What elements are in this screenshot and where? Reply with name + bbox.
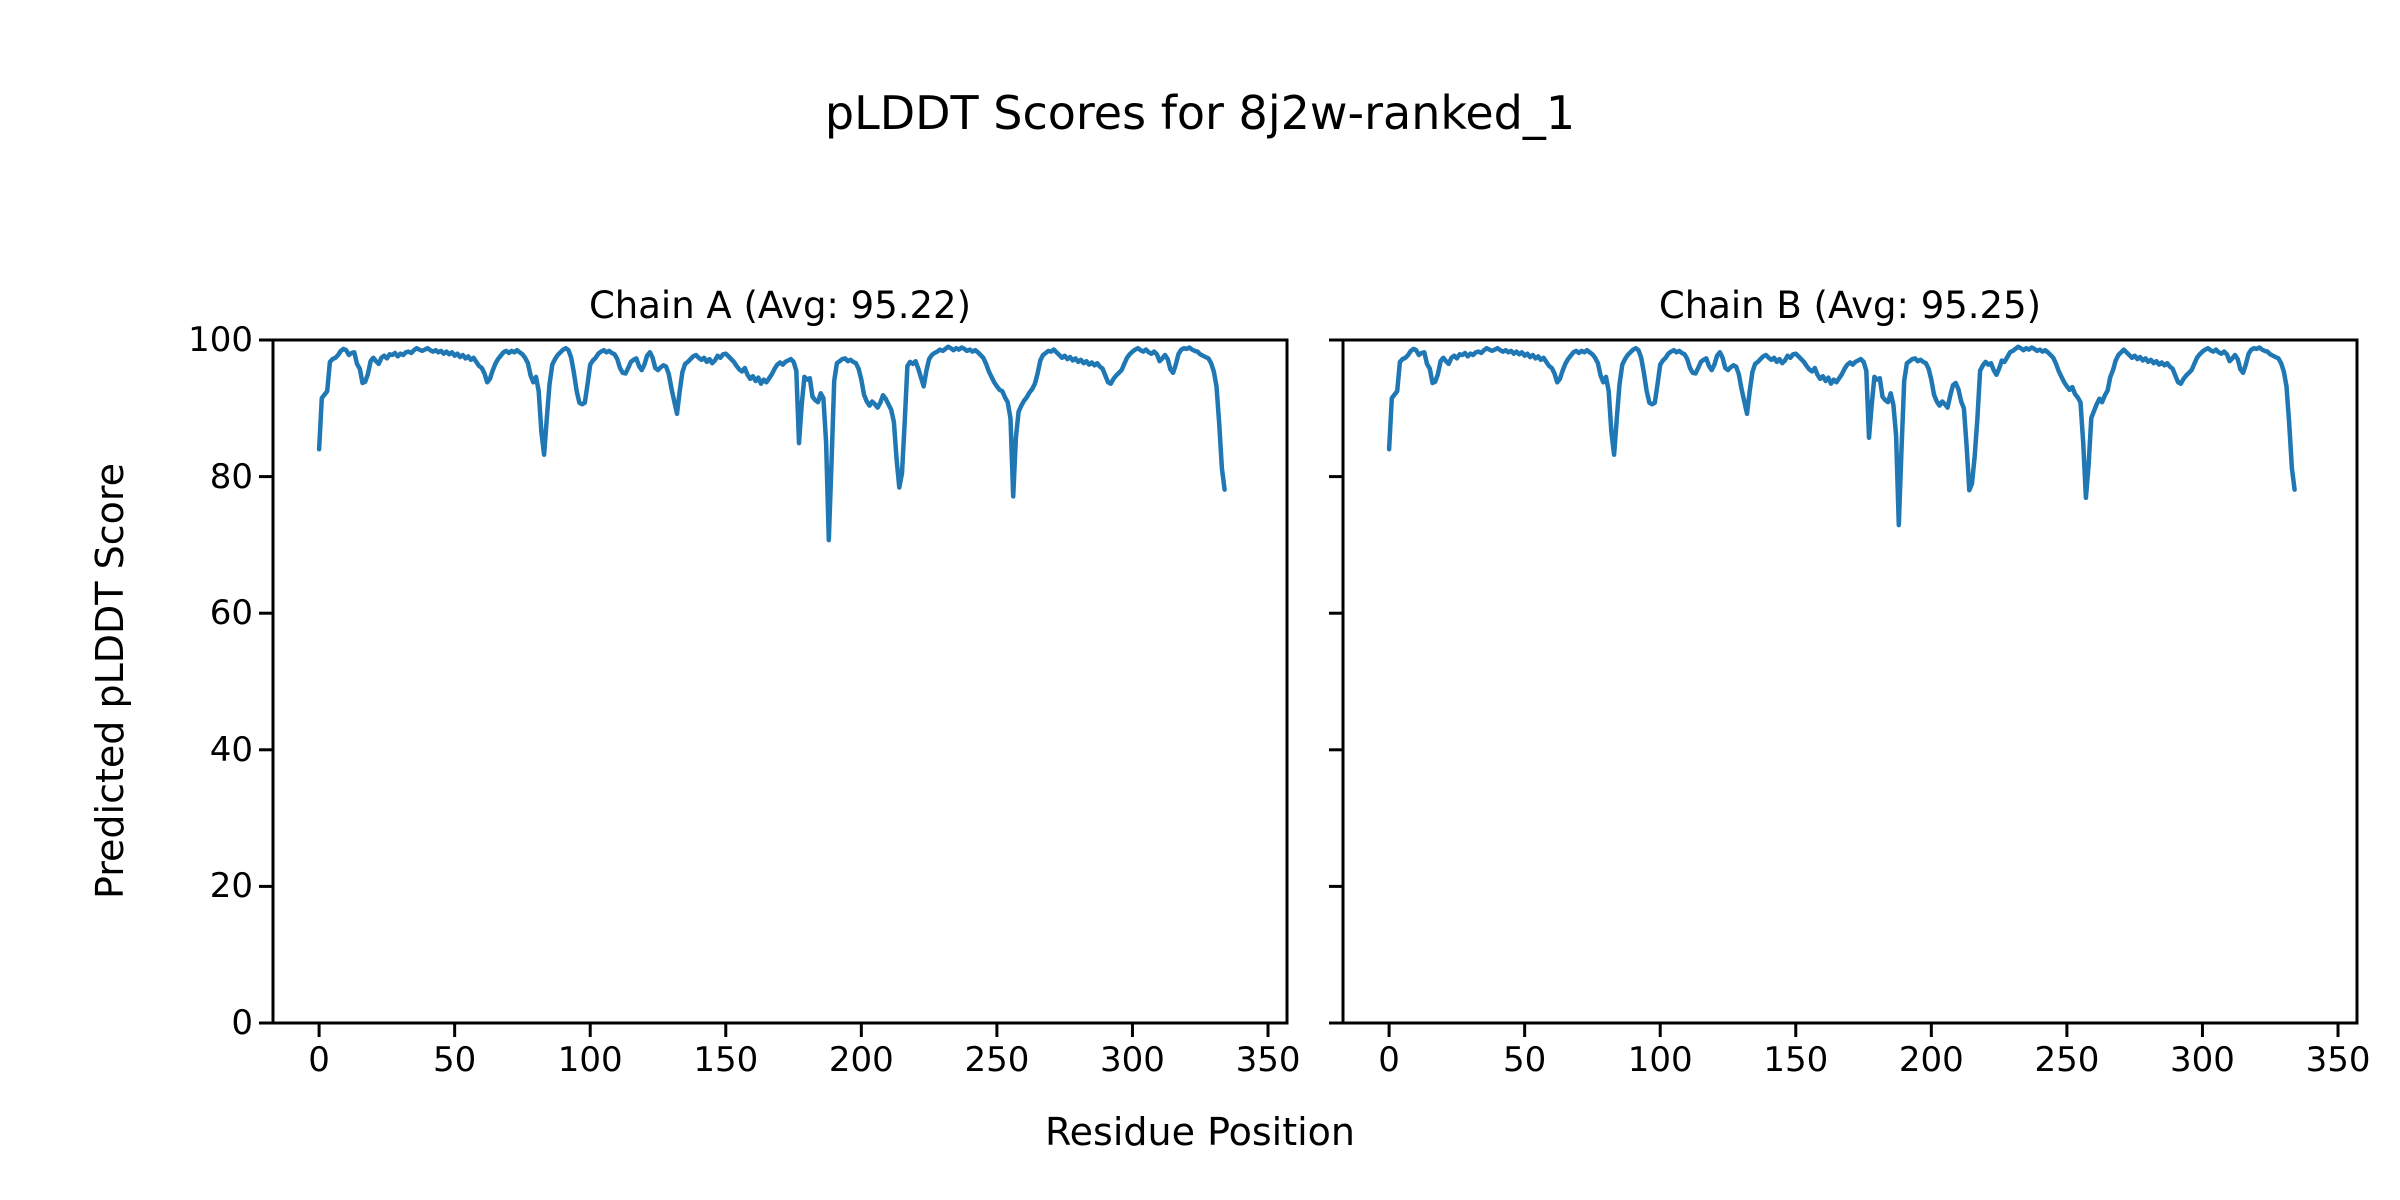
axes-spines-chain-b [1341,338,2359,1025]
x-tick-label: 0 [308,1040,330,1080]
y-tick-label: 80 [209,456,253,497]
y-tick-label: 40 [209,729,253,770]
x-tick-label: 350 [1235,1040,1301,1080]
x-tick-label: 150 [693,1040,759,1080]
x-axis-label: Residue Position [1044,1110,1356,1154]
x-tick-label: 250 [964,1040,1030,1080]
x-tick-label: 200 [1898,1040,1964,1080]
x-tick-label: 200 [828,1040,894,1080]
x-tick-label: 0 [1378,1040,1400,1080]
plddt-line-chain-a [316,344,1227,543]
x-tick-label: 350 [2305,1040,2371,1080]
chain-a-title: Chain A (Avg: 95.22) [588,284,972,327]
y-tick-label: 0 [231,1003,253,1043]
x-tick-label: 150 [1763,1040,1829,1080]
y-axis-label: Predicted pLDDT Score [88,463,132,899]
plddt-line-chain-b [1386,344,2297,528]
x-tick-label: 100 [557,1040,623,1080]
figure-title: pLDDT Scores for 8j2w-ranked_1 [824,86,1576,140]
x-tick-label: 300 [2170,1040,2235,1080]
y-tick-label: 60 [209,593,253,634]
y-tick-label: 20 [209,866,253,907]
x-tick-label: 300 [1100,1040,1165,1080]
chain-b-title: Chain B (Avg: 95.25) [1658,284,2042,327]
x-tick-label: 50 [1503,1040,1547,1080]
axes-spines-chain-a [271,338,1289,1025]
x-tick-label: 250 [2034,1040,2100,1080]
x-tick-label: 100 [1627,1040,1693,1080]
x-tick-label: 50 [433,1040,477,1080]
y-tick-label: 100 [188,320,253,360]
